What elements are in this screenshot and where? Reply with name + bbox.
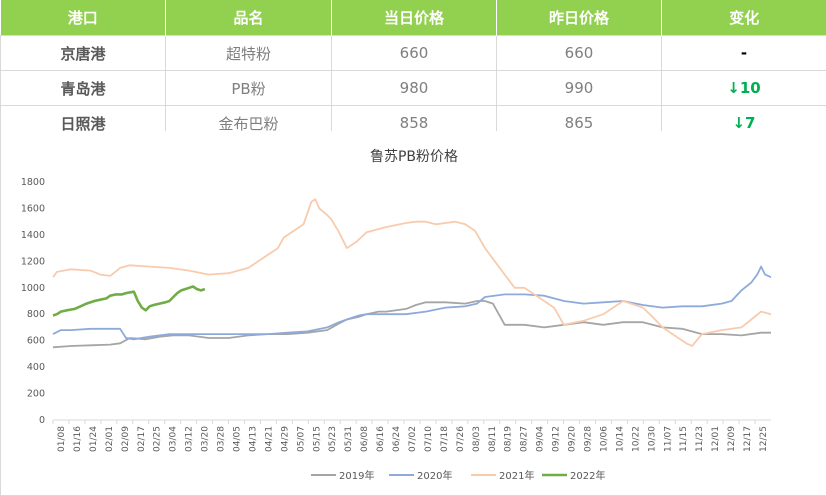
x-tick-label: 11/23 (695, 426, 705, 452)
x-tick-label: 02/25 (153, 426, 163, 452)
x-tick-label: 01/24 (89, 426, 99, 452)
x-tick-label: 09/12 (552, 426, 562, 452)
x-tick-label: 08/03 (472, 426, 482, 452)
x-tick-label: 04/05 (232, 426, 242, 452)
x-tick-label: 06/08 (360, 426, 370, 452)
product-cell: PB粉 (165, 70, 332, 106)
table-header-row: 港口 品名 当日价格 昨日价格 变化 (0, 0, 826, 36)
x-tick-label: 03/20 (201, 426, 211, 452)
x-tick-label: 05/07 (296, 426, 306, 452)
x-tick-label: 09/28 (584, 426, 594, 452)
series-line-0 (52, 300, 771, 349)
header-yesterday-price: 昨日价格 (496, 0, 662, 36)
x-tick-label: 01/16 (73, 426, 83, 452)
x-tick-label: 08/27 (520, 426, 530, 452)
chart-container: 鲁苏PB粉价格 0 200 400 600 800 1000 1200 1400 1600 180… (0, 131, 826, 496)
x-tick-label: 09/04 (536, 426, 546, 452)
x-tick-label: 02/17 (137, 426, 147, 452)
legend-label: 2019年 (339, 469, 374, 482)
y-tick-label: 1200 (21, 256, 45, 267)
header-port: 港口 (0, 0, 166, 36)
x-tick-label: 02/09 (121, 426, 131, 452)
x-tick-label: 07/26 (456, 426, 466, 452)
y-tick-label: 1600 (21, 203, 45, 214)
today-price-cell: 980 (331, 70, 497, 106)
x-tick-label: 04/21 (264, 426, 274, 452)
x-tick-label: 03/12 (185, 426, 195, 452)
x-tick-label: 07/02 (408, 426, 418, 452)
y-tick-label: 800 (27, 309, 45, 320)
x-tick-label: 06/16 (376, 426, 386, 452)
x-tick-label: 03/28 (217, 426, 227, 452)
x-tick-label: 06/24 (392, 426, 402, 452)
x-tick-label: 02/01 (105, 426, 115, 452)
y-tick-label: 1800 (21, 177, 45, 188)
yesterday-price-cell: 660 (496, 35, 662, 71)
chart-title: 鲁苏PB粉价格 (370, 149, 458, 165)
yesterday-price-cell: 990 (496, 70, 662, 106)
table-row: 青岛港 PB粉 980 990 ↓10 (0, 70, 826, 106)
change-cell: ↓10 (661, 70, 826, 106)
product-cell: 超特粉 (165, 35, 332, 71)
x-tick-label: 05/23 (328, 426, 338, 452)
y-tick-label: 200 (27, 389, 45, 400)
x-tick-label: 04/29 (280, 426, 290, 452)
header-today-price: 当日价格 (331, 0, 497, 36)
x-tick-label: 10/14 (615, 426, 625, 452)
today-price-cell: 660 (331, 35, 497, 71)
x-tick-label: 10/30 (647, 426, 657, 452)
x-tick-label: 10/22 (631, 426, 641, 452)
table-row: 京唐港 超特粉 660 660 - (0, 35, 826, 71)
x-tick-label: 09/20 (568, 426, 578, 452)
x-tick-label: 10/06 (599, 426, 609, 452)
series-line-2 (52, 198, 772, 347)
chart-series (52, 198, 772, 349)
x-tick-label: 12/09 (727, 426, 737, 452)
legend-label: 2022年 (570, 469, 605, 482)
series-line-1 (52, 265, 772, 341)
y-tick-label: 600 (27, 336, 45, 347)
price-table: 港口 品名 当日价格 昨日价格 变化 京唐港 超特粉 660 660 - 青岛港… (0, 0, 826, 141)
port-cell: 京唐港 (0, 35, 166, 71)
x-tick-label: 11/15 (679, 426, 689, 452)
x-tick-label: 07/18 (440, 426, 450, 452)
chart-axes: 0 200 400 600 800 1000 1200 1400 1600 1800 01/08 01… (21, 177, 771, 452)
y-tick-label: 1000 (21, 283, 45, 294)
x-tick-label: 11/07 (663, 426, 673, 452)
x-tick-label: 04/13 (248, 426, 258, 452)
x-tick-label: 01/08 (57, 426, 67, 452)
chart-legend: 2019年 2020年 2021年 2022年 (311, 469, 605, 482)
x-tick-label: 12/25 (759, 426, 769, 452)
series-line-3 (52, 285, 206, 317)
legend-label: 2021年 (499, 469, 534, 482)
x-tick-label: 08/11 (488, 426, 498, 452)
header-product: 品名 (165, 0, 332, 36)
x-tick-label: 05/15 (312, 426, 322, 452)
x-tick-label: 03/04 (169, 426, 179, 452)
x-tick-label: 08/19 (504, 426, 514, 452)
change-cell: - (661, 35, 826, 71)
x-tick-label: 05/31 (344, 426, 354, 452)
header-change: 变化 (661, 0, 826, 36)
y-tick-label: 400 (27, 362, 45, 373)
x-tick-label: 12/17 (743, 426, 753, 452)
y-tick-label: 0 (39, 415, 45, 426)
port-cell: 青岛港 (0, 70, 166, 106)
y-tick-label: 1400 (21, 230, 45, 241)
legend-label: 2020年 (417, 469, 452, 482)
price-line-chart: 鲁苏PB粉价格 0 200 400 600 800 1000 1200 1400 1600 180… (21, 149, 772, 482)
x-tick-label: 07/10 (424, 426, 434, 452)
x-tick-label: 12/01 (711, 426, 721, 452)
